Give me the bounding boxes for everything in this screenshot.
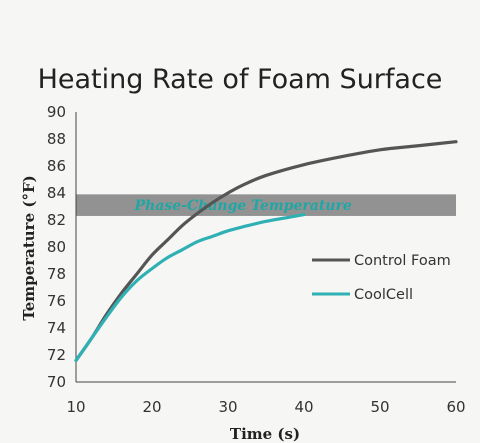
y-tick-label: 90 [47, 103, 66, 121]
y-tick-label: 84 [47, 184, 66, 202]
axes-group [75, 112, 456, 383]
x-tick-label: 40 [294, 398, 313, 416]
x-tick-label: 10 [66, 398, 85, 416]
y-tick-label: 88 [47, 130, 66, 148]
y-tick-label: 82 [47, 211, 66, 229]
band-group: Phase-Change Temperature [76, 194, 456, 216]
y-tick-label: 86 [47, 157, 66, 175]
x-tick-label: 20 [142, 398, 161, 416]
y-tick-label: 72 [47, 346, 66, 364]
x-tick-label: 30 [218, 398, 237, 416]
chart-title: Heating Rate of Foam Surface [38, 64, 443, 95]
y-tick-label: 78 [47, 265, 66, 283]
legend-group: Control Foam CoolCell [312, 253, 451, 303]
series-line-control-foam [74, 140, 458, 362]
x-tick-label: 50 [370, 398, 389, 416]
legend-label-coolcell: CoolCell [354, 287, 413, 303]
x-tick-label: 60 [446, 398, 465, 416]
y-axis-label: Temperature (°F) [20, 175, 38, 320]
series-group [74, 140, 458, 362]
legend-label-control-foam: Control Foam [354, 253, 451, 269]
y-tick-label: 80 [47, 238, 66, 256]
phase-change-band [76, 194, 456, 216]
x-axis-label: Time (s) [230, 425, 300, 443]
y-tick-label: 74 [47, 319, 66, 337]
series-line-coolcell [74, 213, 306, 362]
phase-change-label: Phase-Change Temperature [134, 198, 352, 214]
ticks-group: 70 72 74 76 78 80 82 84 86 88 90 10 20 30 40 50 60 [47, 103, 466, 416]
y-tick-label: 76 [47, 292, 66, 310]
y-tick-label: 70 [47, 373, 66, 391]
